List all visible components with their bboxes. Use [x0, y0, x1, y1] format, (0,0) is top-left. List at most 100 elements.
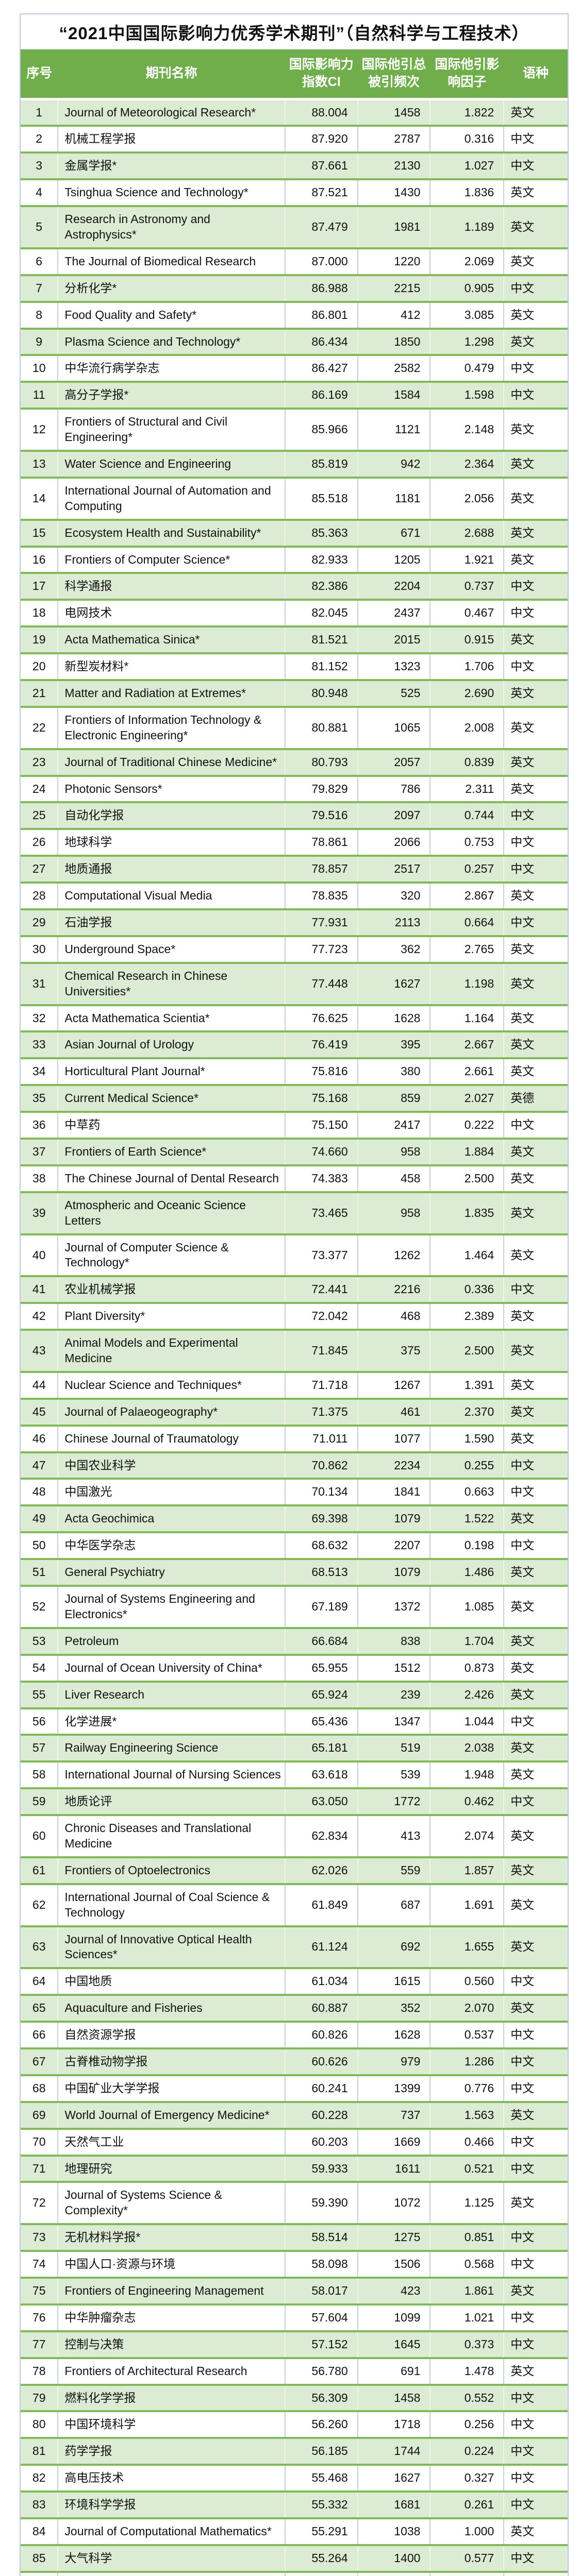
rank-cell: 70 [21, 2127, 58, 2156]
rank-cell: 22 [21, 705, 58, 749]
ci-cell: 68.632 [284, 1531, 358, 1560]
journal-name-cell: Plant Diversity* [57, 1302, 285, 1330]
ci-cell: 81.521 [284, 625, 358, 654]
language-cell: 英文 [503, 178, 568, 207]
language-cell: 中文 [503, 381, 568, 409]
journal-name-cell: 中华肿瘤杂志 [57, 2303, 285, 2331]
language-cell: 英文 [503, 1558, 568, 1586]
ci-cell: 60.241 [284, 2074, 358, 2102]
ci-cell: 87.479 [284, 205, 358, 248]
ci-cell: 76.419 [284, 1030, 358, 1059]
journal-name-cell: 新型炭材料* [57, 652, 285, 680]
citations-cell: 2437 [357, 599, 430, 627]
impact-factor-cell: 1.286 [429, 2047, 504, 2075]
citations-cell: 2216 [357, 1275, 430, 1303]
language-cell: 英文 [503, 2570, 568, 2576]
language-cell: 英文 [503, 2517, 568, 2545]
language-cell: 英文 [503, 1585, 568, 1628]
language-cell: 英文 [503, 1030, 568, 1059]
journal-name-cell: Journal of Computational Mathematics* [57, 2517, 285, 2545]
language-cell: 英文 [503, 1626, 568, 1655]
impact-factor-cell: 0.373 [429, 2330, 504, 2358]
citations-cell: 1121 [357, 408, 430, 451]
language-cell: 英文 [503, 774, 568, 803]
page-title: “2021中国国际影响力优秀学术期刊”（自然科学与工程技术） [21, 14, 568, 49]
impact-factor-cell: 3.085 [429, 300, 504, 329]
rank-cell: 40 [21, 1233, 58, 1277]
table-row: 14 International Journal of Automation an… [21, 476, 568, 520]
impact-factor-cell: 1.164 [429, 1004, 504, 1032]
language-cell: 中文 [503, 2021, 568, 2048]
journal-name-cell: Computational Visual Media [57, 882, 285, 909]
ci-cell: 70.862 [284, 1451, 358, 1479]
journal-name-cell: Journal of Computer Science & Technology… [57, 1233, 285, 1277]
citations-cell: 1065 [357, 705, 430, 749]
impact-factor-cell: 0.560 [429, 1967, 504, 1995]
table-row: 38 The Chinese Journal of Dental Research… [21, 1164, 568, 1192]
impact-factor-cell: 2.765 [429, 935, 504, 963]
ci-cell: 80.948 [284, 679, 358, 707]
table-row: 67 古脊椎动物学报 60.626 979 1.286 中文 [21, 2047, 568, 2075]
journal-name-cell: 环境科学学报 [57, 2490, 285, 2518]
language-cell: 中文 [503, 2330, 568, 2358]
language-cell: 中文 [503, 2410, 568, 2438]
ci-cell: 75.168 [284, 1084, 358, 1112]
journal-name-cell: Frontiers of Architectural Research [57, 2357, 285, 2385]
ci-cell: 77.723 [284, 935, 358, 963]
table-row: 30 Underground Space* 77.723 362 2.765 英文 [21, 935, 568, 963]
language-cell: 英文 [503, 2357, 568, 2385]
language-cell: 英文 [503, 1653, 568, 1682]
table-row: 6 The Journal of Biomedical Research 87.00… [21, 247, 568, 275]
ci-cell: 76.625 [284, 1004, 358, 1032]
table-row: 45 Journal of Palaeogeography* 71.375 461 2.… [21, 1397, 568, 1426]
language-cell: 中文 [503, 572, 568, 600]
ci-cell: 61.034 [284, 1967, 358, 1995]
table-header: 序号 期刊名称 国际影响力指数CI 国际他引总被引频次 国际他引影响因子 语种 [21, 49, 568, 100]
journal-name-cell: Aquaculture and Fisheries [57, 1994, 285, 2022]
language-cell: 英文 [503, 748, 568, 776]
table-row: 11 高分子学报* 86.169 1584 1.598 中文 [21, 381, 568, 409]
impact-factor-cell: 2.867 [429, 882, 504, 909]
journal-name-cell: 电网技术 [57, 599, 285, 627]
journal-name-cell: 中国激光 [57, 1478, 285, 1506]
rank-cell: 28 [21, 882, 58, 909]
rank-cell: 55 [21, 1680, 58, 1708]
rank-cell: 25 [21, 801, 58, 829]
ci-cell: 66.684 [284, 1626, 358, 1655]
table-row: 84 Journal of Computational Mathematics* 5… [21, 2517, 568, 2545]
journal-name-cell: 药学学报 [57, 2437, 285, 2465]
language-cell: 中文 [503, 1787, 568, 1816]
rank-cell: 63 [21, 1925, 58, 1969]
impact-factor-cell: 1.921 [429, 545, 504, 573]
table-row: 21 Matter and Radiation at Extremes* 80.94… [21, 679, 568, 707]
ci-cell: 70.134 [284, 1478, 358, 1506]
journal-name-cell: 高电压技术 [57, 2464, 285, 2492]
rank-cell: 43 [21, 1329, 58, 1372]
language-cell: 英文 [503, 882, 568, 909]
journal-name-cell: Current Medical Science* [57, 1084, 285, 1112]
rank-cell: 26 [21, 828, 58, 856]
table-row: 77 控制与决策 57.152 1645 0.373 中文 [21, 2330, 568, 2358]
table-row: 23 Journal of Traditional Chinese Medicin… [21, 748, 568, 776]
table-row: 33 Asian Journal of Urology 76.419 395 2.667… [21, 1030, 568, 1059]
journal-table-body: 1 Journal of Meteorological Research* 88.0… [21, 99, 568, 2576]
table-row: 29 石油学报 77.931 2113 0.664 中文 [21, 908, 568, 936]
table-row: 65 Aquaculture and Fisheries 60.887 352 2.07… [21, 1994, 568, 2022]
citations-cell: 2234 [357, 1451, 430, 1479]
journal-name-cell: Matter and Radiation at Extremes* [57, 679, 285, 707]
col-header-language: 语种 [504, 49, 568, 100]
table-row: 10 中华流行病学杂志 86.427 2582 0.479 中文 [21, 354, 568, 382]
language-cell: 中文 [503, 2074, 568, 2102]
language-cell: 中文 [503, 1967, 568, 1995]
rank-cell: 42 [21, 1302, 58, 1330]
ci-cell: 62.834 [284, 1814, 358, 1857]
rank-cell: 35 [21, 1084, 58, 1112]
table-row: 46 Chinese Journal of Traumatology 71.011 1… [21, 1424, 568, 1452]
language-cell: 中文 [503, 1111, 568, 1139]
rank-cell: 16 [21, 545, 58, 573]
journal-name-cell: International Journal of Coal Science & … [57, 1883, 285, 1926]
rank-cell: 72 [21, 2181, 58, 2225]
impact-factor-cell: 0.462 [429, 1787, 504, 1816]
journal-name-cell: Plasma Science and Technology* [57, 327, 285, 355]
citations-cell: 1262 [357, 1233, 430, 1277]
